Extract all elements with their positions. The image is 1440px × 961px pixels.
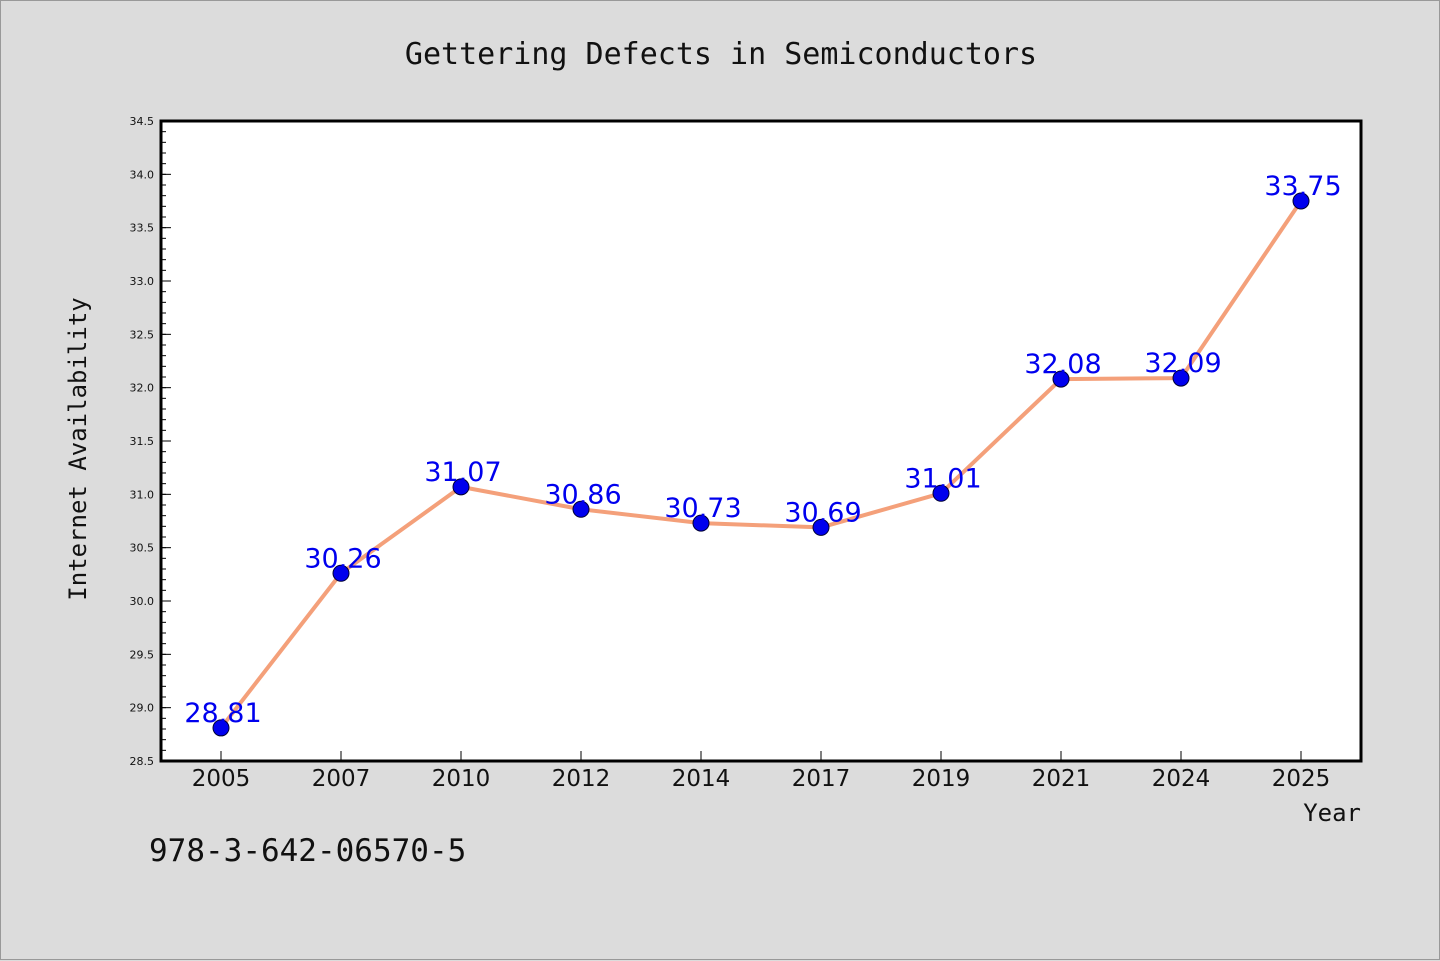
data-point bbox=[212, 719, 230, 737]
data-point bbox=[692, 514, 710, 532]
y-tick-label: 34.0 bbox=[130, 168, 155, 181]
x-tick-label: 2010 bbox=[432, 766, 491, 792]
data-point bbox=[1292, 192, 1310, 210]
series: 28.81 30.26 31.07 30.86 30.73 30.69 31.01 32.08… bbox=[184, 171, 1342, 737]
plot-area bbox=[159, 119, 1363, 763]
x-tick-label: 2005 bbox=[192, 766, 251, 792]
y-axis: 28.5 29.0 29.5 30.0 30.5 31.0 31.5 32.0 32.5 33.0… bbox=[130, 115, 171, 768]
x-tick-label: 2007 bbox=[312, 766, 371, 792]
data-label: 28.81 bbox=[184, 698, 261, 729]
data-label: 31.01 bbox=[904, 463, 981, 494]
y-tick-label: 33.5 bbox=[130, 222, 155, 235]
data-point bbox=[572, 500, 590, 518]
chart-title: Gettering Defects in Semiconductors bbox=[405, 37, 1037, 72]
y-tick-label: 29.5 bbox=[130, 648, 155, 661]
y-tick-label: 32.0 bbox=[130, 382, 155, 395]
y-tick-label: 31.5 bbox=[130, 435, 155, 448]
y-tick-label: 34.5 bbox=[130, 115, 155, 128]
data-label: 32.09 bbox=[1144, 348, 1221, 379]
x-axis-label: Year bbox=[1303, 799, 1361, 827]
data-point bbox=[812, 518, 830, 536]
y-tick-label: 31.0 bbox=[130, 488, 155, 501]
data-point bbox=[1052, 370, 1070, 388]
data-label: 33.75 bbox=[1264, 171, 1341, 202]
x-tick-label: 2014 bbox=[672, 766, 731, 792]
data-label: 30.69 bbox=[784, 497, 861, 528]
y-tick-label: 30.5 bbox=[130, 542, 155, 555]
x-tick-label: 2019 bbox=[912, 766, 971, 792]
data-label: 30.86 bbox=[544, 479, 621, 510]
y-tick-label: 33.0 bbox=[130, 275, 155, 288]
series-line bbox=[219, 199, 1303, 730]
data-point bbox=[1172, 369, 1190, 387]
y-tick-label: 30.0 bbox=[130, 595, 155, 608]
y-tick-label: 32.5 bbox=[130, 328, 155, 341]
x-tick-label: 2012 bbox=[552, 766, 611, 792]
x-tick-label: 2024 bbox=[1152, 766, 1211, 792]
data-label: 32.08 bbox=[1024, 349, 1101, 380]
data-label: 31.07 bbox=[424, 457, 501, 488]
x-axis: 2005 2007 2010 2012 2014 2017 2019 2021 2024 2025 bbox=[192, 751, 1331, 792]
y-axis-label: Internet Availability bbox=[64, 297, 92, 600]
data-label: 30.73 bbox=[664, 493, 741, 524]
y-tick-label: 28.5 bbox=[130, 755, 155, 768]
data-point bbox=[452, 478, 470, 496]
footer-code: 978-3-642-06570-5 bbox=[149, 833, 467, 869]
x-tick-label: 2025 bbox=[1272, 766, 1331, 792]
data-label: 30.26 bbox=[304, 543, 381, 574]
data-point bbox=[932, 484, 950, 502]
y-tick-label: 29.0 bbox=[130, 702, 155, 715]
data-point bbox=[332, 564, 350, 582]
x-tick-label: 2017 bbox=[792, 766, 851, 792]
x-tick-label: 2021 bbox=[1032, 766, 1091, 792]
